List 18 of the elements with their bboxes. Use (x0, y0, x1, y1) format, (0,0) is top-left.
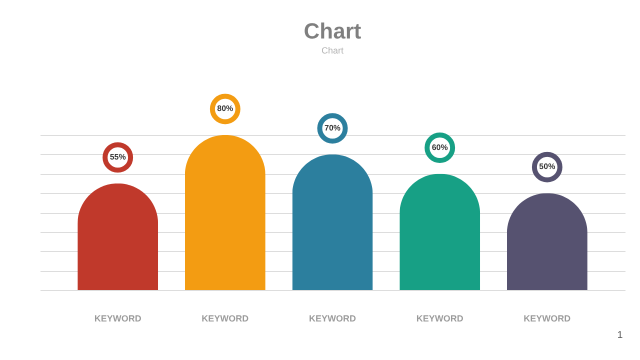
x-tick-label: KEYWORD (94, 314, 142, 324)
bar (292, 154, 373, 290)
bar (400, 174, 480, 290)
data-label: 60% (432, 142, 448, 152)
data-label: 50% (539, 162, 556, 172)
bar (184, 135, 266, 290)
data-label: 80% (217, 104, 234, 113)
x-tick-label: KEYWORD (416, 314, 464, 324)
bar (78, 183, 158, 290)
text: 1 (617, 330, 624, 341)
bar (506, 193, 588, 290)
chart-title: Chart (304, 18, 362, 44)
data-label: 55% (110, 152, 126, 162)
data-label: 70% (324, 123, 341, 132)
x-tick-label: KEYWORD (202, 314, 250, 324)
x-tick-label: KEYWORD (524, 314, 572, 324)
x-tick-label: KEYWORD (309, 314, 356, 324)
chart-subtitle: Chart (321, 45, 344, 56)
